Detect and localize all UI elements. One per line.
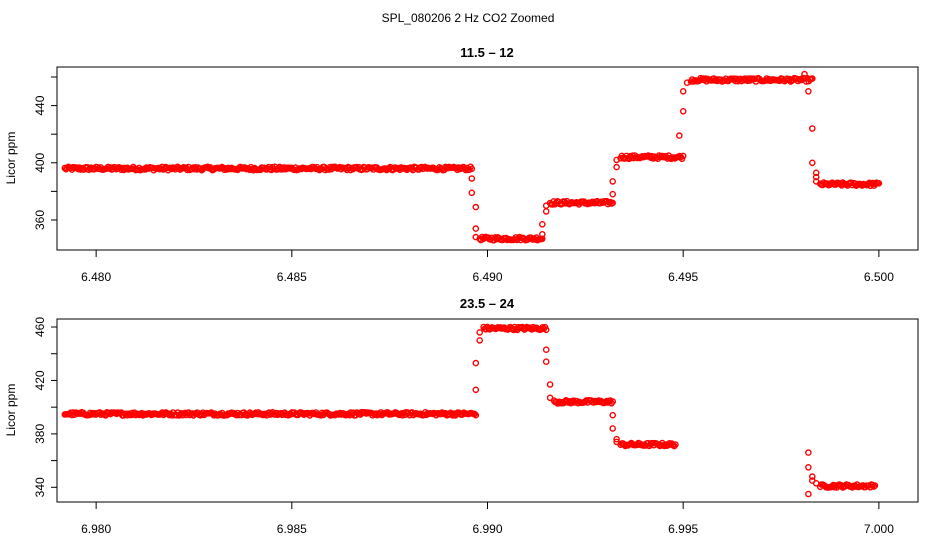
x-tick-label: 6.980 [81, 522, 111, 536]
data-point [542, 326, 550, 334]
data-point [871, 482, 879, 489]
data-point [609, 398, 617, 405]
data-point [472, 359, 480, 367]
data-point [666, 439, 673, 447]
x-tick-label: 7.000 [864, 522, 894, 536]
data-point [539, 230, 546, 238]
data-point [801, 70, 808, 78]
data-point [805, 463, 812, 471]
x-tick-label: 6.480 [81, 270, 111, 284]
y-tick-label: 420 [33, 370, 47, 390]
data-point [812, 173, 820, 181]
data-point [609, 190, 617, 198]
data-point [542, 208, 550, 215]
data-point [472, 203, 480, 211]
panel-2-ylabel: Licor ppm [4, 384, 18, 437]
panel-1-ylabel: Licor ppm [4, 132, 18, 185]
data-point [539, 220, 546, 228]
data-point [468, 175, 476, 182]
data-point [679, 152, 687, 160]
data-point [472, 386, 480, 394]
data-point [613, 438, 620, 446]
data-point [809, 75, 816, 82]
y-tick-label: 340 [33, 477, 47, 497]
x-tick-label: 6.495 [668, 270, 698, 284]
data-point [676, 132, 683, 139]
data-point [679, 108, 687, 115]
data-point [476, 337, 484, 344]
data-point [805, 490, 812, 498]
x-tick-label: 6.500 [864, 270, 894, 284]
x-tick-label: 6.485 [277, 270, 307, 284]
data-point [472, 233, 480, 241]
panel-1: 11.5 – 12 Licor ppm 360 400 440 6.480 6.485… [4, 45, 919, 284]
data-point [805, 88, 812, 95]
x-tick-label: 6.990 [472, 522, 502, 536]
data-point [809, 125, 816, 132]
panel-1-series [61, 70, 883, 244]
data-point [468, 189, 476, 197]
data-point [472, 411, 480, 419]
data-point [542, 358, 550, 366]
data-point [609, 425, 617, 432]
data-point [468, 165, 476, 173]
data-point [476, 329, 484, 336]
x-tick-label: 6.490 [472, 270, 502, 284]
data-point [812, 178, 820, 185]
data-point [549, 201, 556, 208]
data-point [542, 202, 550, 209]
data-point [683, 79, 691, 86]
panel-1-x-axis: 6.480 6.485 6.490 6.495 6.500 [81, 249, 894, 284]
data-point [542, 346, 550, 354]
data-point [539, 235, 546, 243]
data-point [809, 159, 816, 167]
panel-2-series [61, 323, 879, 498]
y-tick-label: 380 [33, 424, 47, 444]
data-point [472, 225, 480, 232]
data-point [609, 411, 617, 419]
panel-2-x-axis: 6.980 6.985 6.990 6.995 7.000 [81, 501, 894, 536]
data-point [812, 169, 820, 177]
data-point [613, 435, 620, 443]
data-point [679, 88, 687, 95]
data-point [546, 381, 554, 388]
panel-2-title: 23.5 – 24 [460, 296, 515, 311]
figure-title: SPL_080206 2 Hz CO2 Zoomed [382, 11, 555, 25]
panel-2-y-axis: 340 380 420 460 [33, 317, 57, 497]
data-point [875, 179, 883, 187]
panel-1-plot-box [56, 66, 919, 251]
y-tick-label: 460 [33, 317, 47, 337]
data-point [609, 199, 617, 207]
x-tick-label: 6.995 [668, 522, 698, 536]
x-tick-label: 6.985 [277, 522, 307, 536]
data-point [659, 152, 667, 160]
data-point [613, 163, 620, 171]
data-point [870, 483, 878, 490]
data-point [471, 410, 478, 418]
data-point [613, 156, 620, 164]
data-point [661, 442, 668, 450]
y-tick-label: 440 [33, 95, 47, 115]
data-point [812, 479, 820, 487]
data-point [546, 394, 554, 402]
data-point [809, 473, 816, 480]
panel-1-title: 11.5 – 12 [460, 45, 514, 60]
data-point [609, 178, 617, 185]
y-tick-label: 400 [33, 152, 47, 172]
data-point [672, 441, 679, 448]
panel-1-y-axis: 360 400 440 [33, 76, 57, 230]
y-tick-label: 360 [33, 210, 47, 230]
data-point [805, 449, 812, 456]
